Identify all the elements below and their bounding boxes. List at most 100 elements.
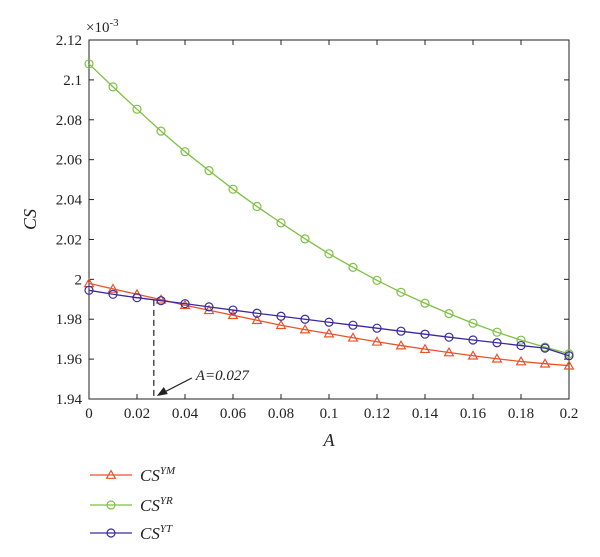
- data-point: [132, 293, 142, 303]
- data-point: [228, 305, 238, 315]
- data-point: [179, 299, 191, 310]
- data-point: [420, 298, 430, 308]
- y-tick-label: 1.98: [56, 312, 82, 328]
- x-tick-label: 0.04: [172, 406, 199, 422]
- series-ym: [83, 277, 575, 370]
- series-layer: [83, 59, 575, 370]
- data-point: [347, 332, 359, 342]
- data-point: [371, 336, 383, 346]
- y-axis-ticks: 1.94 1.96 1.98 2 2.02 2.04 2.06 2.08 2.1 2.12: [56, 33, 569, 408]
- data-point: [107, 283, 119, 293]
- data-point: [204, 166, 214, 176]
- plot-frame: [88, 39, 570, 400]
- data-point: [324, 249, 334, 259]
- data-point: [204, 302, 214, 312]
- data-point: [564, 351, 574, 361]
- data-point: [156, 296, 166, 306]
- data-point: [84, 285, 94, 295]
- legend-item-ym: CSYM: [90, 465, 176, 485]
- data-point: [372, 323, 382, 333]
- data-point: [444, 332, 454, 342]
- y-tick-label: 2.12: [56, 33, 82, 49]
- legend: CSYM CSYR CSYT: [90, 465, 176, 543]
- y-tick-label: 2.08: [56, 113, 82, 129]
- x-tick-label: 0.18: [508, 406, 534, 422]
- data-point: [252, 201, 262, 212]
- y-tick-label: 1.96: [56, 352, 83, 368]
- legend-label: CSYM: [140, 465, 176, 485]
- data-point: [323, 327, 335, 338]
- data-point: [492, 327, 502, 337]
- data-point: [396, 287, 406, 297]
- legend-item-yt: CSYT: [90, 523, 173, 543]
- series-line: [88, 289, 570, 357]
- legend-marker: [106, 528, 116, 538]
- legend-marker: [105, 469, 117, 479]
- series-line: [88, 63, 570, 355]
- data-point: [540, 343, 550, 353]
- data-point: [515, 355, 527, 366]
- data-point: [84, 59, 94, 69]
- series-yt: [84, 285, 574, 361]
- annotation-arrow-head: [156, 387, 168, 396]
- data-point: [468, 335, 478, 345]
- data-point: [155, 294, 167, 304]
- x-tick-label: 0.14: [412, 406, 439, 422]
- data-point: [300, 234, 310, 244]
- data-point: [516, 340, 526, 351]
- data-point: [396, 326, 406, 336]
- data-point: [180, 299, 190, 309]
- data-point: [227, 309, 239, 320]
- x-axis-ticks: 0 0.02 0.04 0.06 0.08 0.1 0.12 0.14 0.16 0.18 0.2: [85, 40, 578, 422]
- y-axis-multiplier: ×10-3: [86, 17, 119, 36]
- data-point: [324, 317, 334, 327]
- data-point: [468, 318, 478, 328]
- data-point: [276, 311, 286, 321]
- plot-border: [88, 39, 570, 400]
- x-tick-label: 0.2: [560, 406, 579, 422]
- data-point: [563, 360, 575, 370]
- data-point: [443, 346, 455, 357]
- series-yr: [84, 59, 574, 359]
- y-tick-label: 2: [75, 272, 83, 288]
- x-tick-label: 0: [85, 406, 93, 422]
- data-point: [132, 104, 142, 114]
- data-point: [467, 350, 479, 360]
- x-tick-label: 0.16: [460, 406, 487, 422]
- data-point: [156, 126, 166, 136]
- data-point: [108, 289, 118, 299]
- legend-marker: [106, 500, 116, 510]
- data-point: [299, 323, 311, 334]
- data-point: [228, 184, 238, 194]
- y-tick-label: 2.06: [56, 153, 83, 169]
- data-point: [108, 82, 118, 92]
- data-point: [492, 338, 502, 348]
- x-tick-label: 0.1: [320, 406, 339, 422]
- y-tick-label: 1.94: [56, 392, 83, 408]
- x-tick-label: 0.06: [220, 406, 247, 422]
- x-tick-label: 0.08: [268, 406, 294, 422]
- data-point: [491, 353, 503, 363]
- y-tick-label: 2.04: [56, 193, 83, 209]
- data-point: [372, 275, 382, 285]
- y-tick-label: 2.1: [63, 73, 82, 89]
- data-point: [419, 343, 431, 354]
- data-point: [252, 308, 262, 318]
- data-point: [180, 147, 190, 157]
- y-tick-label: 2.02: [56, 232, 82, 248]
- data-point: [348, 320, 358, 330]
- data-point: [539, 358, 551, 368]
- data-point: [276, 218, 286, 228]
- data-point: [420, 329, 430, 339]
- data-point: [300, 314, 310, 324]
- data-point: [275, 319, 287, 330]
- annotation-label: A=0.027: [195, 368, 251, 384]
- x-tick-label: 0.12: [364, 406, 390, 422]
- legend-label: CSYT: [140, 523, 173, 543]
- data-point: [348, 262, 358, 272]
- legend-item-yr: CSYR: [90, 495, 173, 515]
- legend-label: CSYR: [140, 495, 173, 515]
- y-axis-title: CS: [20, 209, 40, 230]
- data-point: [251, 314, 263, 325]
